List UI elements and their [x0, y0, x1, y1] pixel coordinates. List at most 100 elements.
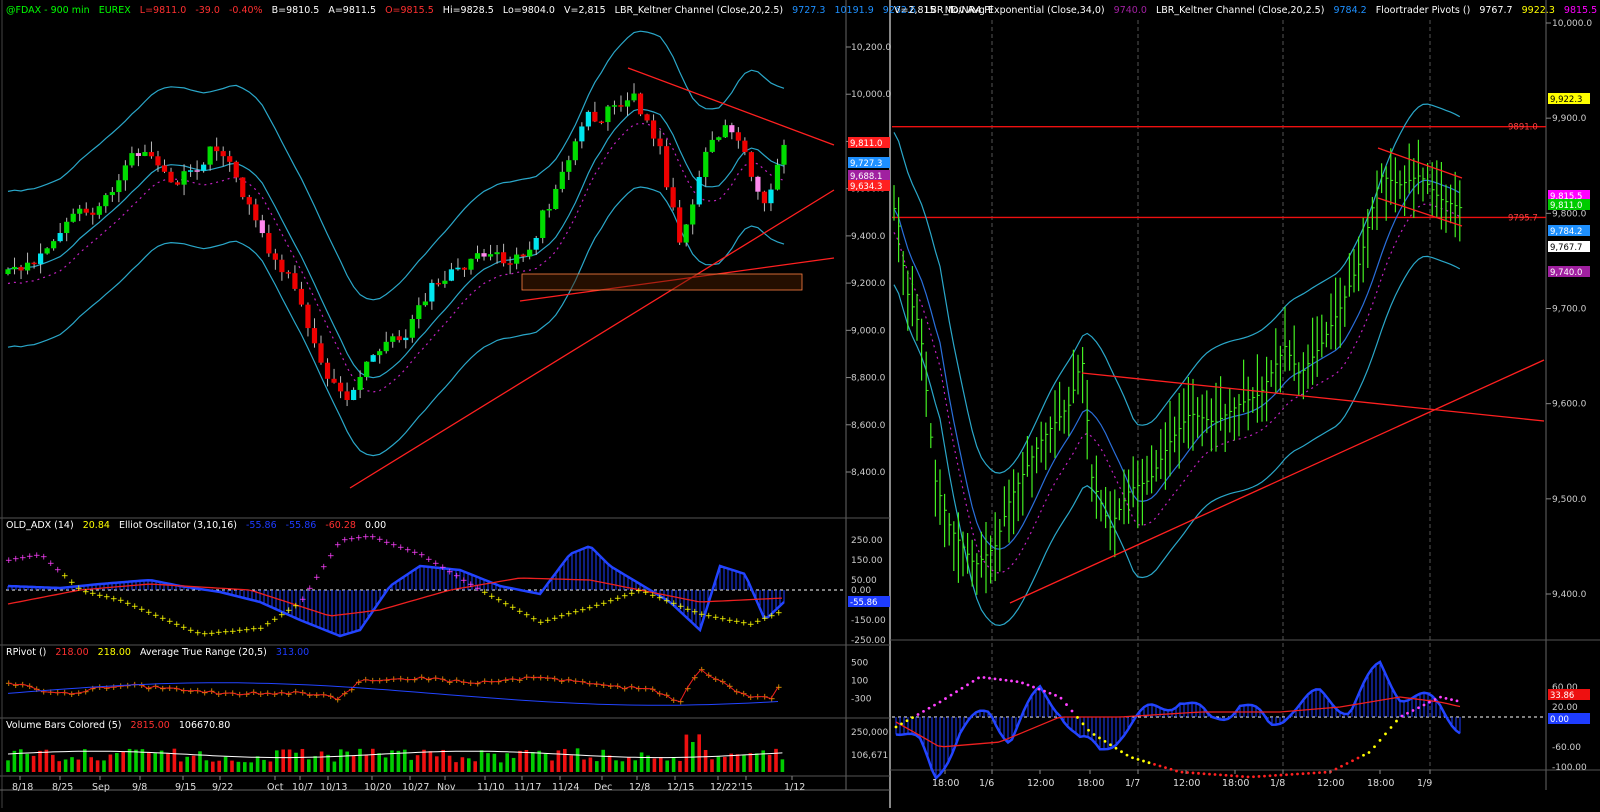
volume-bar — [767, 754, 772, 772]
volume-bar — [761, 750, 765, 772]
volume-bar — [716, 756, 721, 772]
price-tick-label: 8,800.0 — [851, 374, 886, 384]
rpivot-point: + — [635, 684, 643, 694]
adx-dot — [1290, 772, 1294, 776]
rpivot-point: + — [453, 676, 461, 686]
trendline-flat — [519, 257, 835, 302]
candle-body — [377, 351, 383, 356]
candle-body — [201, 164, 207, 171]
adx-point: + — [404, 545, 412, 555]
adx-dot — [1241, 775, 1244, 778]
adx-dot — [1054, 693, 1057, 697]
price-flag-label: 9,811.0 — [1550, 201, 1582, 211]
adx-dot — [949, 693, 953, 697]
svg-text:V=2,815 Mov Avg Expone: V=2,815 Mov Avg Exponential (Close,34,0)… — [894, 5, 1597, 16]
rpivot-point: + — [537, 673, 545, 683]
volume-bar — [319, 751, 324, 772]
adx-dot — [1169, 767, 1173, 771]
volume-bar — [147, 752, 151, 772]
volume-bar — [76, 759, 81, 772]
candle-body — [351, 389, 357, 401]
adx-dot — [1400, 714, 1404, 718]
volume-bar — [115, 753, 119, 772]
volume-bar — [518, 750, 522, 772]
adx-point: + — [96, 591, 104, 601]
volume-bar — [511, 757, 516, 772]
volume-bar — [550, 760, 554, 772]
adx-point: + — [432, 559, 440, 569]
rpivot-point: + — [243, 690, 251, 700]
adx-point: + — [509, 603, 517, 613]
candle-body — [148, 152, 155, 157]
adx-dot — [1180, 770, 1184, 774]
volume-bar — [313, 756, 317, 772]
rpivot-point: + — [390, 675, 398, 685]
candle-body — [11, 266, 18, 270]
oscillator-line — [895, 660, 1461, 781]
adx-point: + — [12, 555, 20, 565]
adx-title: OLD_ADX (14) — [6, 520, 74, 531]
keltner-lower: 9262.6 — [883, 5, 916, 16]
volume-bar — [723, 756, 727, 772]
adx-point: + — [236, 626, 244, 636]
atr-tick-label: -300 — [851, 695, 872, 705]
volume-bar — [582, 759, 586, 772]
candle-body — [174, 182, 181, 185]
candle-body — [220, 151, 226, 157]
volume-bar — [742, 755, 746, 772]
volume-bar — [31, 755, 36, 772]
adx-point: + — [19, 553, 27, 563]
candle-body — [722, 125, 728, 138]
date-label: '15 — [738, 782, 753, 793]
candle-body — [664, 146, 670, 188]
adx-point: + — [516, 607, 524, 617]
adx-dot — [1037, 687, 1041, 691]
rpivot-point: + — [362, 676, 370, 686]
candle-body — [598, 121, 605, 123]
adx-point: + — [530, 614, 538, 624]
price-tick-label: 9,800.0 — [1552, 209, 1587, 219]
rpivot-point: + — [5, 679, 13, 689]
adx-dot — [1224, 773, 1228, 777]
candle-body — [142, 152, 148, 156]
volume-bar — [364, 754, 369, 772]
adx-point: + — [474, 584, 482, 594]
adx-dot — [1417, 706, 1420, 710]
candle-body — [690, 204, 696, 225]
right-keltner-value: 9784.2 — [1333, 5, 1366, 16]
candle-body — [38, 253, 44, 264]
rpivot-point: + — [54, 689, 62, 699]
date-label: 12/15 — [667, 782, 694, 793]
volume-bar — [447, 755, 452, 772]
adx-dot — [927, 706, 931, 710]
candle-body — [683, 224, 689, 243]
candle-body — [233, 161, 239, 178]
keltner-mid: 9727.3 — [792, 5, 825, 16]
adx-dot — [1428, 700, 1431, 704]
candle-body — [677, 207, 683, 243]
adx-point: + — [481, 588, 489, 598]
price-flag-label: 9,922.3 — [1550, 95, 1582, 105]
osc-tick-label: 250.00 — [851, 536, 883, 546]
volume-bar — [159, 750, 164, 772]
adx-point: + — [82, 587, 90, 597]
candle-body — [83, 208, 89, 213]
adx-dot — [916, 713, 920, 716]
rpivot-point: + — [285, 690, 293, 700]
atr-value: 313.00 — [276, 647, 309, 658]
osc-tick-label: 20.00 — [1552, 703, 1578, 713]
candle-body — [161, 165, 168, 172]
keltner-middle-band — [7, 108, 785, 379]
adx-point: + — [117, 596, 125, 606]
candle-body — [455, 267, 461, 270]
mae-label: Mov Avg Exponential (Close,34,0) — [945, 5, 1105, 16]
candle-body — [644, 114, 650, 121]
adx-dot — [982, 676, 986, 679]
keltner-middle-band — [893, 179, 1461, 550]
rpivot-point: + — [565, 676, 573, 686]
rpivot-point: + — [292, 688, 300, 698]
channel-bottom — [1377, 197, 1463, 227]
price-flag — [1548, 266, 1590, 277]
bid-price: B=9810.5 — [272, 5, 320, 16]
adx-dot — [1114, 746, 1118, 750]
